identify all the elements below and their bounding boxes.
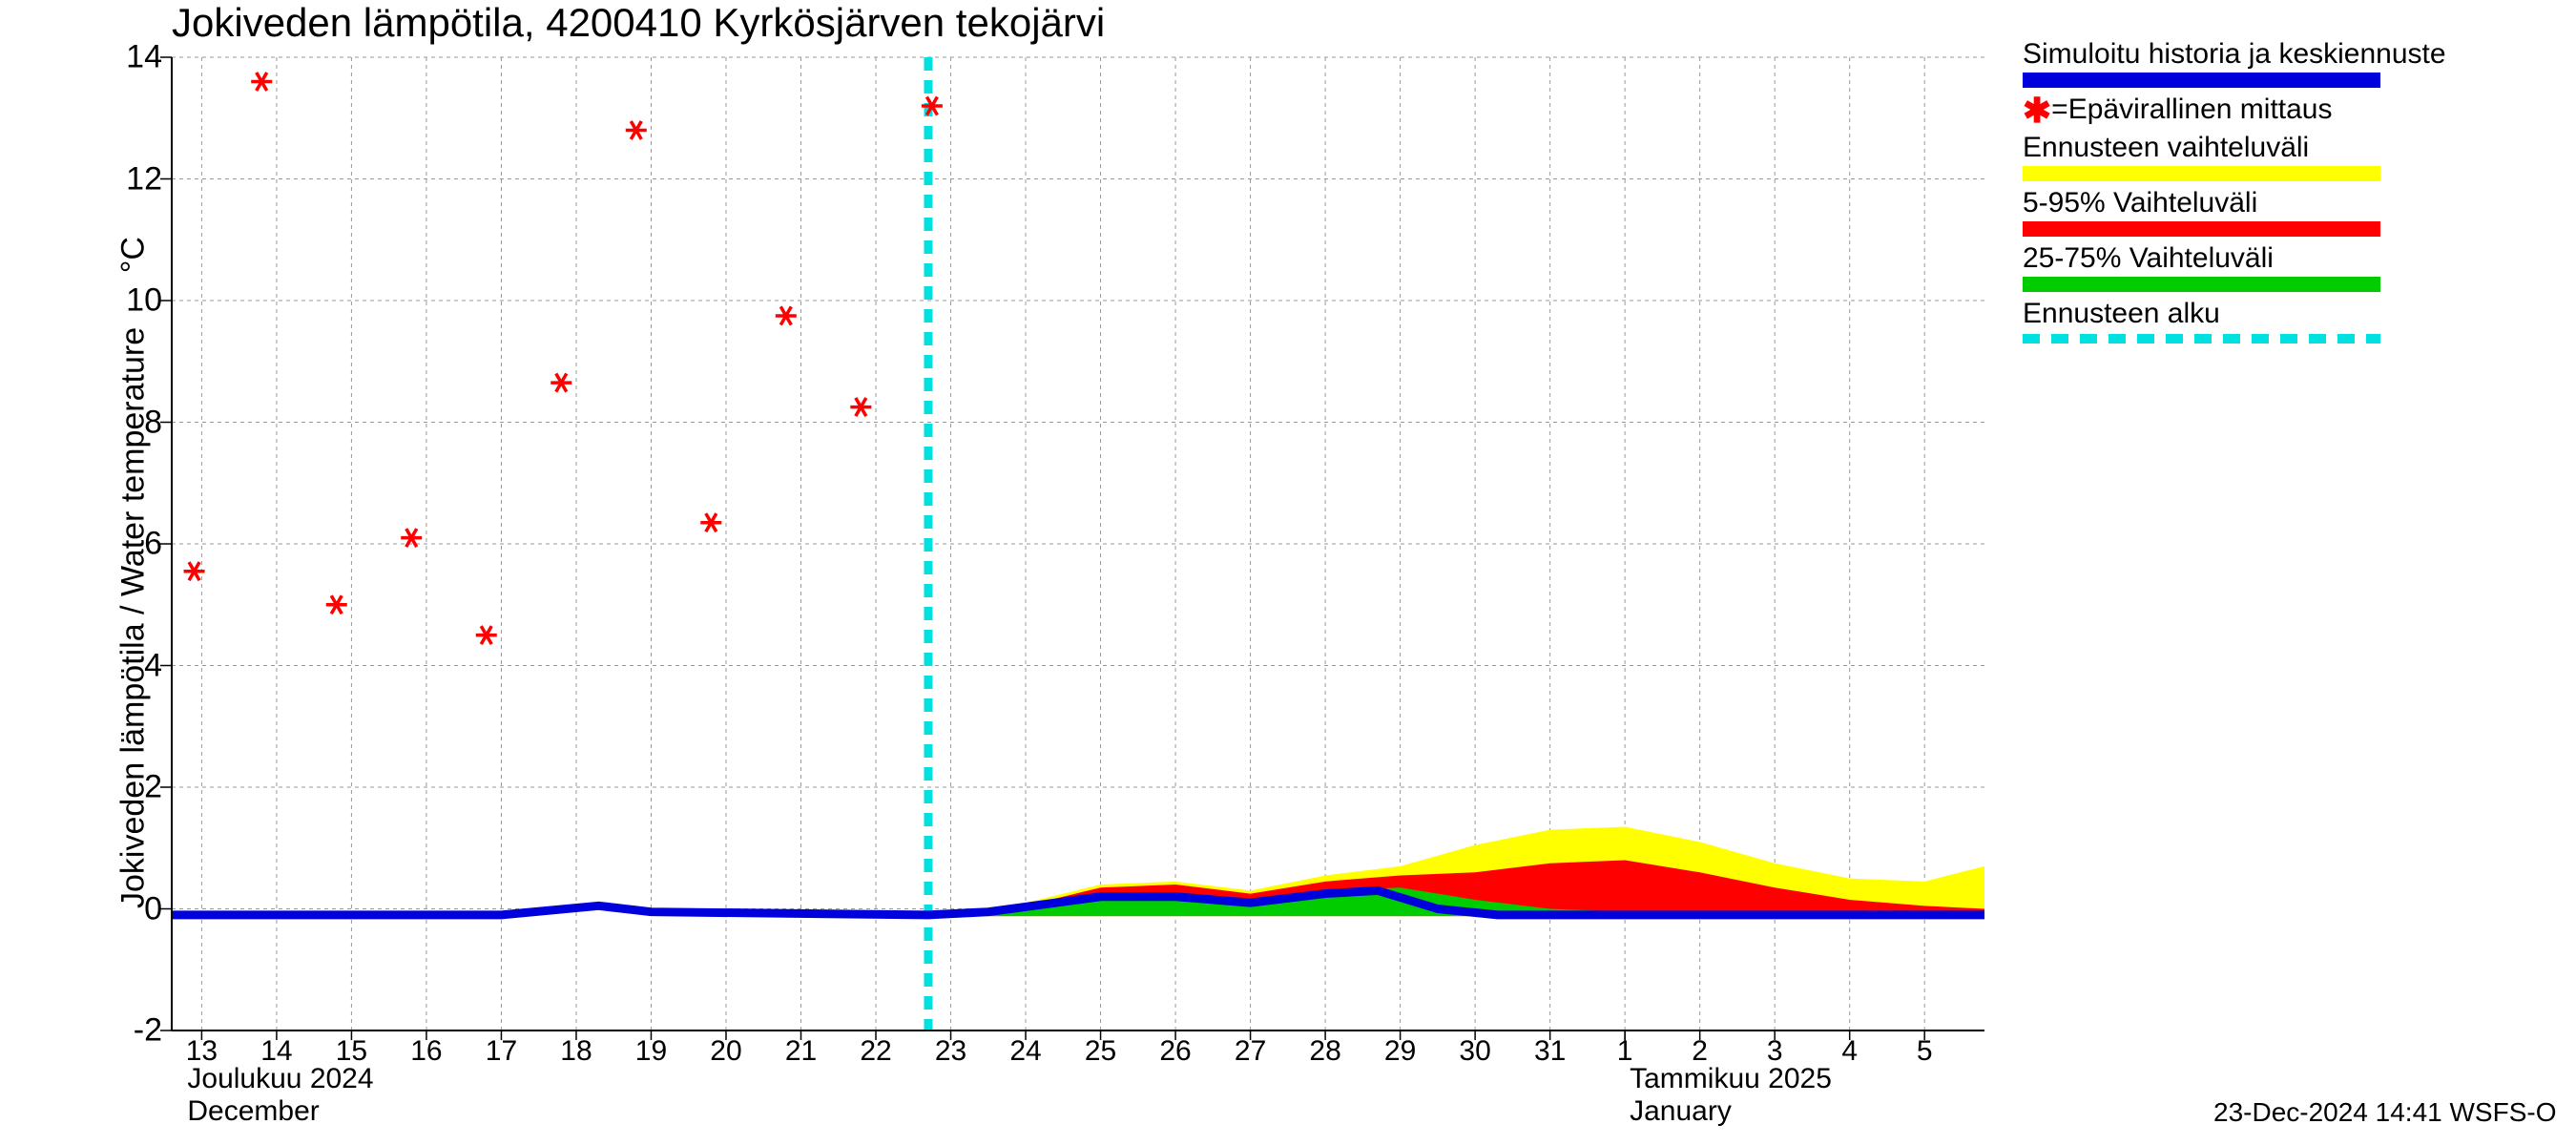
y-tick-label: 8	[144, 404, 162, 441]
legend-sim-swatch	[2023, 73, 2380, 88]
x-tick-label: 31	[1534, 1035, 1566, 1068]
x-tick-label: 19	[635, 1035, 667, 1068]
x-tick-label: 23	[935, 1035, 966, 1068]
x-tick-label: 5	[1917, 1035, 1933, 1068]
legend: Simuloitu historia ja keskiennuste ✱=Epä…	[2023, 38, 2538, 349]
legend-obs: ✱=Epävirallinen mittaus	[2023, 94, 2538, 126]
legend-2575: 25-75% Vaihteluväli	[2023, 242, 2538, 292]
y-tick-label: 12	[126, 160, 162, 198]
legend-green-swatch	[2023, 277, 2380, 292]
legend-2575-label: 25-75% Vaihteluväli	[2023, 242, 2538, 275]
legend-full: Ennusteen vaihteluväli	[2023, 132, 2538, 181]
legend-595: 5-95% Vaihteluväli	[2023, 187, 2538, 237]
chart-title: Jokiveden lämpötila, 4200410 Kyrkösjärve…	[172, 0, 1105, 46]
chart-container: Jokiveden lämpötila / Water temperature …	[0, 0, 2576, 1145]
y-axis-unit: °C	[115, 237, 152, 273]
x-tick-label: 24	[1009, 1035, 1041, 1068]
x-tick-label: 22	[860, 1035, 891, 1068]
x-tick-label: 17	[486, 1035, 517, 1068]
y-tick-label: 0	[144, 890, 162, 927]
footer-timestamp: 23-Dec-2024 14:41 WSFS-O	[2213, 1097, 2557, 1128]
x-tick-label: 25	[1085, 1035, 1116, 1068]
x-tick-label: 21	[785, 1035, 817, 1068]
legend-red-swatch	[2023, 221, 2380, 237]
y-tick-label: 14	[126, 39, 162, 76]
x-tick-label: 30	[1459, 1035, 1490, 1068]
legend-forecast: Ennusteen alku	[2023, 298, 2538, 344]
legend-forecast-label: Ennusteen alku	[2023, 298, 2538, 330]
y-tick-label: 4	[144, 647, 162, 684]
x-tick-label: 20	[710, 1035, 741, 1068]
month-label: Tammikuu 2025January	[1630, 1063, 1832, 1128]
x-tick-label: 27	[1235, 1035, 1266, 1068]
legend-sim-label: Simuloitu historia ja keskiennuste	[2023, 38, 2538, 71]
legend-star-icon: ✱	[2023, 91, 2051, 130]
x-tick-label: 16	[410, 1035, 442, 1068]
x-tick-label: 26	[1159, 1035, 1191, 1068]
month-label: Joulukuu 2024December	[187, 1063, 373, 1128]
plot-svg	[172, 57, 1984, 1030]
legend-full-label: Ennusteen vaihteluväli	[2023, 132, 2538, 164]
legend-obs-label: =Epävirallinen mittaus	[2051, 94, 2332, 125]
plot-area: -202468101214 13141516171819202122232425…	[172, 57, 1984, 1030]
x-tick-label: 28	[1309, 1035, 1340, 1068]
legend-forecast-swatch	[2023, 334, 2380, 344]
legend-yellow-swatch	[2023, 166, 2380, 181]
x-tick-label: 4	[1841, 1035, 1858, 1068]
x-tick-label: 29	[1384, 1035, 1416, 1068]
y-tick-label: -2	[134, 1012, 162, 1050]
y-tick-label: 10	[126, 282, 162, 320]
x-tick-label: 18	[560, 1035, 592, 1068]
y-tick-label: 2	[144, 769, 162, 806]
legend-sim: Simuloitu historia ja keskiennuste	[2023, 38, 2538, 88]
legend-595-label: 5-95% Vaihteluväli	[2023, 187, 2538, 219]
y-tick-label: 6	[144, 526, 162, 563]
